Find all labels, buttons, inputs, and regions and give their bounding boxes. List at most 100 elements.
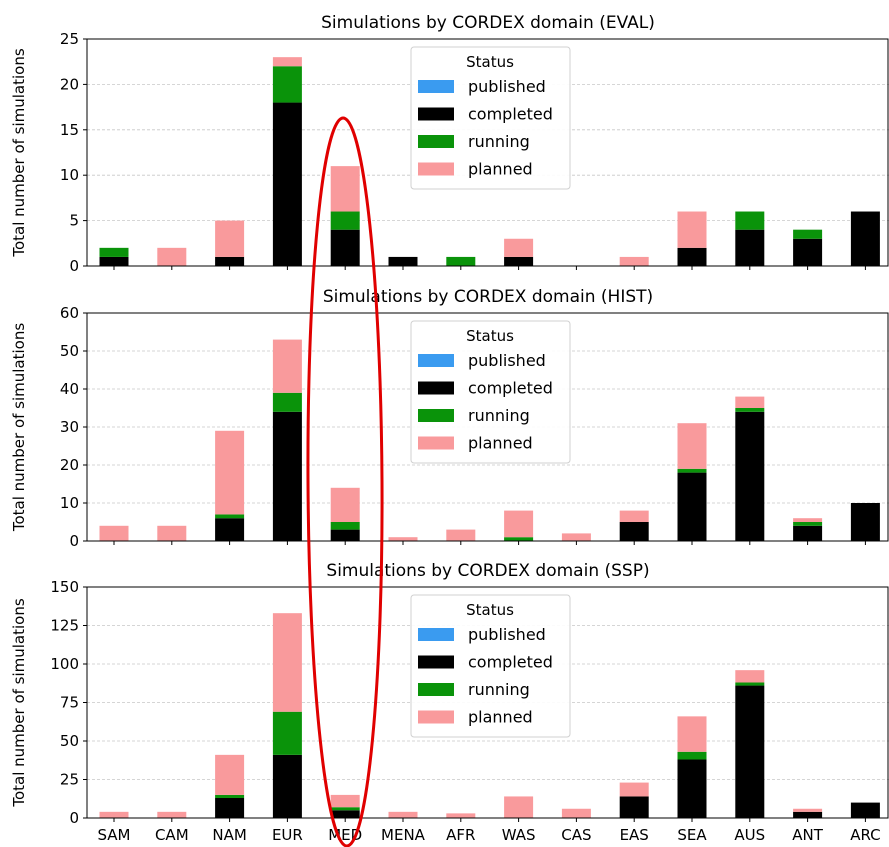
legend-label-running: running bbox=[468, 132, 530, 151]
x-tick-label-cas: CAS bbox=[561, 826, 591, 844]
bar-completed-eur bbox=[272, 754, 302, 818]
bar-running-aus bbox=[735, 682, 765, 686]
bar-planned-eas bbox=[619, 256, 649, 266]
legend-swatch-planned bbox=[418, 162, 454, 176]
bar-running-was bbox=[504, 537, 534, 541]
bar-planned-sea bbox=[677, 423, 707, 469]
legend-title: Status bbox=[466, 53, 514, 71]
bar-completed-sea bbox=[677, 472, 707, 541]
bar-completed-ant bbox=[793, 238, 823, 266]
bar-planned-afr bbox=[446, 529, 476, 541]
bar-planned-was bbox=[504, 238, 534, 257]
bar-running-ant bbox=[793, 522, 823, 526]
legend-label-published: published bbox=[468, 351, 546, 370]
bar-completed-aus bbox=[735, 229, 765, 266]
legend: Status published completed running planned bbox=[410, 320, 571, 464]
y-axis-label: Total number of simulations bbox=[10, 48, 28, 258]
y-tick-label: 5 bbox=[69, 212, 79, 230]
bar-running-sam bbox=[99, 247, 129, 257]
y-tick-label: 0 bbox=[69, 809, 79, 827]
bar-running-aus bbox=[735, 211, 765, 230]
legend-swatch-planned bbox=[418, 436, 454, 450]
bar-planned-afr bbox=[446, 813, 476, 818]
bar-planned-cam bbox=[157, 811, 187, 818]
bar-completed-ant bbox=[793, 811, 823, 818]
y-tick-label: 100 bbox=[50, 655, 79, 673]
bar-completed-med bbox=[330, 229, 360, 266]
bar-planned-sam bbox=[99, 811, 129, 818]
bar-completed-mena bbox=[388, 256, 418, 266]
legend-swatch-running bbox=[418, 683, 454, 696]
legend-swatch-running bbox=[418, 135, 454, 148]
chart-title: Simulations by CORDEX domain (SSP) bbox=[326, 561, 649, 581]
y-axis-label: Total number of simulations bbox=[10, 598, 28, 808]
y-tick-label: 150 bbox=[50, 578, 79, 596]
bar-completed-sam bbox=[99, 256, 129, 266]
y-tick-label: 125 bbox=[50, 617, 79, 635]
y-tick-label: 10 bbox=[60, 494, 79, 512]
legend-label-running: running bbox=[468, 406, 530, 425]
bar-planned-cas bbox=[561, 533, 591, 541]
legend: Status published completed running planned bbox=[410, 46, 571, 190]
bar-running-sea bbox=[677, 751, 707, 760]
bar-planned-nam bbox=[215, 754, 245, 795]
legend-label-planned: planned bbox=[468, 434, 533, 453]
legend-label-planned: planned bbox=[468, 160, 533, 179]
bar-running-nam bbox=[215, 794, 245, 798]
x-tick-label-eur: EUR bbox=[272, 826, 303, 844]
bar-running-med bbox=[330, 522, 360, 530]
legend-title: Status bbox=[466, 601, 514, 619]
bar-completed-eas bbox=[619, 522, 649, 541]
legend-label-planned: planned bbox=[468, 708, 533, 727]
bar-completed-arc bbox=[850, 802, 880, 818]
bar-planned-eur bbox=[272, 613, 302, 712]
bar-planned-med bbox=[330, 166, 360, 212]
bar-planned-sea bbox=[677, 716, 707, 752]
bar-completed-ant bbox=[793, 525, 823, 541]
bar-running-eur bbox=[272, 711, 302, 755]
bar-completed-med bbox=[330, 529, 360, 541]
bar-completed-eas bbox=[619, 796, 649, 818]
y-tick-label: 40 bbox=[60, 380, 79, 398]
bar-planned-was bbox=[504, 796, 534, 818]
legend-title: Status bbox=[466, 327, 514, 345]
x-tick-label-afr: AFR bbox=[446, 826, 475, 844]
y-tick-label: 75 bbox=[60, 694, 79, 712]
x-tick-label-ant: ANT bbox=[792, 826, 823, 844]
bar-completed-aus bbox=[735, 411, 765, 541]
bar-planned-ant bbox=[793, 518, 823, 522]
bar-completed-aus bbox=[735, 685, 765, 818]
bar-completed-eur bbox=[272, 411, 302, 541]
legend-swatch-published bbox=[418, 80, 454, 93]
y-tick-label: 60 bbox=[60, 304, 79, 322]
y-tick-label: 10 bbox=[60, 166, 79, 184]
bar-planned-cas bbox=[561, 808, 591, 818]
bar-completed-arc bbox=[850, 503, 880, 541]
bar-completed-nam bbox=[215, 797, 245, 818]
legend-swatch-running bbox=[418, 409, 454, 422]
bar-completed-nam bbox=[215, 518, 245, 541]
x-tick-label-nam: NAM bbox=[212, 826, 246, 844]
x-tick-label-aus: AUS bbox=[734, 826, 765, 844]
bar-planned-cam bbox=[157, 247, 187, 266]
x-tick-label-was: WAS bbox=[502, 826, 536, 844]
legend-swatch-published bbox=[418, 628, 454, 641]
legend-swatch-completed bbox=[418, 107, 454, 121]
chart-title: Simulations by CORDEX domain (EVAL) bbox=[321, 13, 655, 33]
bar-completed-arc bbox=[850, 211, 880, 266]
bar-planned-sam bbox=[99, 525, 129, 541]
highlight-ellipse bbox=[306, 116, 384, 847]
bar-running-eur bbox=[272, 392, 302, 412]
chart-title: Simulations by CORDEX domain (HIST) bbox=[323, 287, 653, 307]
legend-label-running: running bbox=[468, 680, 530, 699]
bar-planned-sea bbox=[677, 211, 707, 248]
x-tick-label-sam: SAM bbox=[97, 826, 130, 844]
bar-running-nam bbox=[215, 514, 245, 519]
bar-planned-nam bbox=[215, 430, 245, 515]
legend: Status published completed running planned bbox=[410, 594, 571, 738]
legend-swatch-completed bbox=[418, 381, 454, 395]
bar-planned-was bbox=[504, 510, 534, 538]
legend-label-published: published bbox=[468, 77, 546, 96]
legend-swatch-published bbox=[418, 354, 454, 367]
y-tick-label: 0 bbox=[69, 532, 79, 550]
